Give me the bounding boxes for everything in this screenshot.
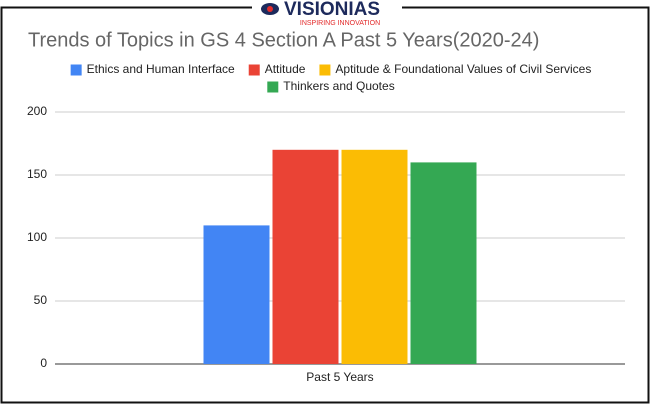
x-tick-label: Past 5 Years [306, 370, 373, 384]
bar [341, 149, 408, 364]
legend-swatch [319, 64, 331, 76]
y-tick-label: 100 [27, 230, 47, 244]
bar [410, 162, 477, 364]
logo-backdrop [252, 0, 402, 26]
logo-name: VISIONIAS [284, 0, 380, 20]
logo-tagline: INSPIRING INNOVATION [300, 20, 380, 27]
legend-swatch [267, 81, 279, 93]
legend-label: Ethics and Human Interface [87, 62, 235, 76]
bar [203, 225, 270, 364]
y-tick-label: 50 [34, 293, 48, 307]
logo-icon-pupil [267, 6, 273, 12]
chart-title: Trends of Topics in GS 4 Section A Past … [28, 29, 539, 51]
legend-swatch [70, 64, 82, 76]
y-tick-label: 150 [27, 167, 47, 181]
legend-swatch [248, 64, 260, 76]
bar [272, 149, 339, 364]
legend-label: Aptitude & Foundational Values of Civil … [335, 62, 591, 76]
legend-label: Attitude [265, 62, 306, 76]
legend-label: Thinkers and Quotes [283, 79, 394, 93]
y-tick-label: 0 [40, 356, 47, 370]
y-tick-label: 200 [27, 104, 47, 118]
